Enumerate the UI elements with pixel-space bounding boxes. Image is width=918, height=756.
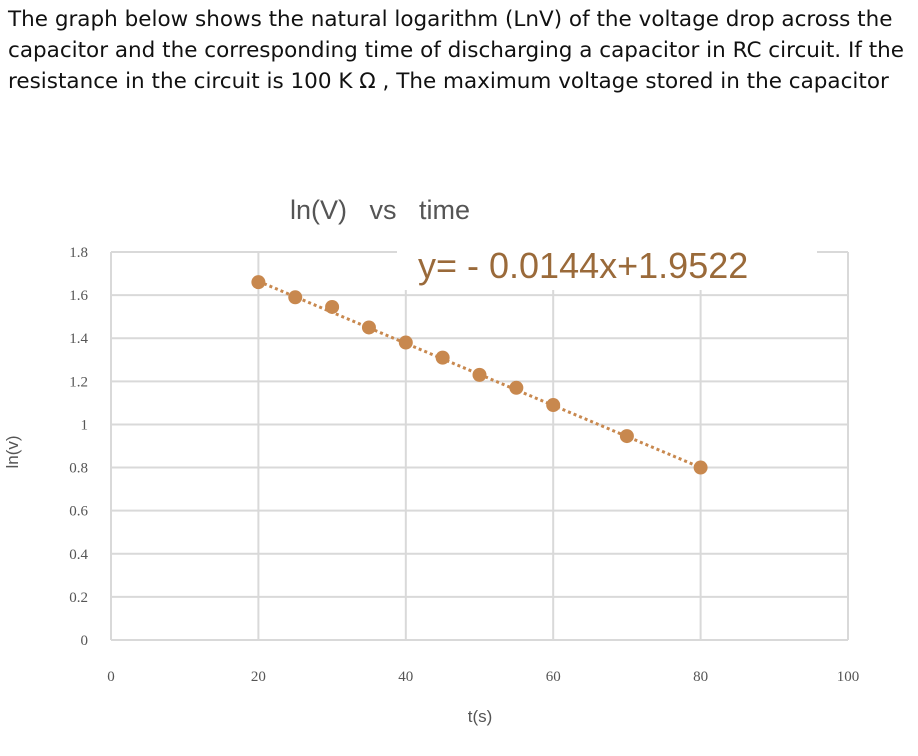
data-point [472, 367, 487, 382]
data-points [251, 275, 708, 475]
data-point [435, 350, 450, 365]
data-point [251, 275, 266, 290]
data-point [325, 299, 340, 314]
y-tick-label: 1.8 [69, 245, 88, 261]
equation-background [397, 238, 817, 290]
data-point [546, 398, 561, 413]
y-tick-label: 0.2 [69, 590, 88, 606]
data-point [693, 460, 708, 475]
x-tick-label: 60 [546, 669, 561, 685]
y-tick-label: 0 [81, 633, 89, 649]
y-tick-label: 0.6 [69, 504, 88, 520]
tick-labels: 0 0.2 0.4 0.6 0.8 1 1.2 1.4 1.6 1.8 0 20 40 60 80 100 [69, 245, 859, 685]
data-point [288, 290, 303, 305]
y-tick-label: 0.8 [69, 461, 88, 477]
x-tick-label: 20 [251, 669, 266, 685]
chart-title: ln(V) vs time [290, 195, 470, 225]
y-tick-label: 1.2 [69, 374, 88, 390]
y-axis-label: ln(v) [3, 435, 22, 468]
data-point [509, 380, 524, 395]
question-text: The graph below shows the natural logari… [8, 7, 904, 94]
y-tick-label: 1 [81, 417, 89, 433]
x-tick-label: 0 [107, 669, 115, 685]
data-point [398, 335, 413, 350]
data-point [619, 429, 634, 444]
y-tick-label: 1.4 [69, 331, 88, 347]
data-point [361, 320, 376, 335]
x-tick-label: 80 [693, 669, 708, 685]
x-tick-label: 100 [837, 669, 860, 685]
x-tick-label: 40 [398, 669, 413, 685]
gridlines [110, 251, 849, 641]
y-tick-label: 1.6 [69, 288, 88, 304]
x-axis-label: t(s) [468, 707, 493, 726]
trendline-equation: y= - 0.0144x+1.9522 [418, 245, 748, 286]
y-tick-label: 0.4 [69, 547, 88, 563]
